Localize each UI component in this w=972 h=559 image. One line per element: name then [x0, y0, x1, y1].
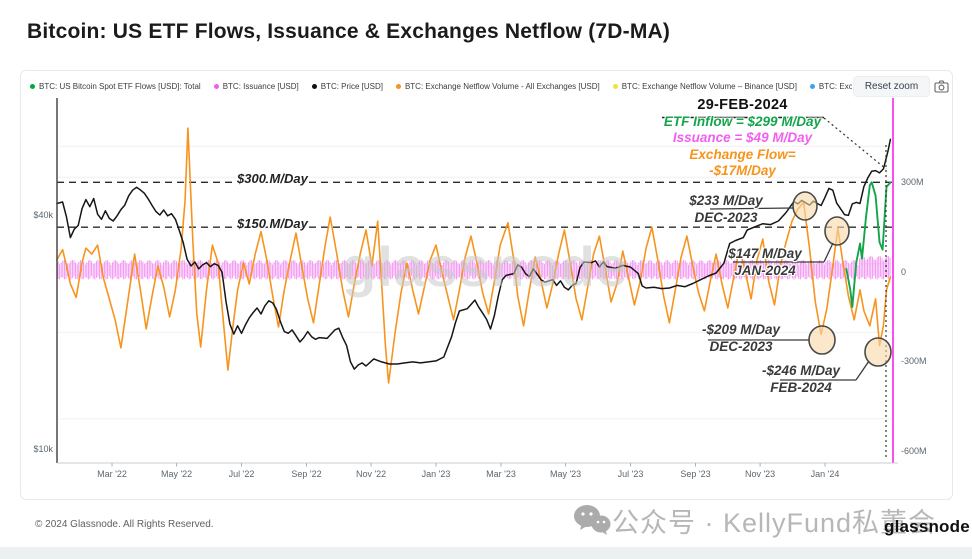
legend-item-netflow-all[interactable]: BTC: Exchange Netflow Volume - All Excha…	[395, 81, 600, 91]
x-axis-tick-label: May '23	[549, 469, 582, 479]
annotation-date: DEC-2023	[694, 209, 758, 225]
legend: BTC: US Bitcoin Spot ETF Flows [USD]: To…	[30, 79, 852, 93]
chart-card	[20, 70, 953, 500]
left-axis-tick-40k: $40k	[33, 209, 53, 220]
legend-label: BTC: Issuance [USD]	[222, 81, 299, 91]
annotation-neg209-dec-2023: -$209 M/Day DEC-2023	[676, 322, 806, 355]
reset-zoom-button[interactable]: Reset zoom	[853, 76, 930, 97]
legend-item-etf-flows[interactable]: BTC: US Bitcoin Spot ETF Flows [USD]: To…	[30, 82, 201, 91]
legend-dot-blue	[809, 83, 815, 89]
x-axis-tick-label: Jul '22	[228, 469, 255, 479]
annotation-neg246-feb-2024: -$246 M/Day FEB-2024	[736, 363, 866, 396]
x-axis-tick-label: Nov '23	[744, 469, 776, 479]
x-axis-tick-label: Jul '23	[617, 469, 644, 479]
annotation-value: $147 M/Day	[728, 246, 802, 261]
legend-label: BTC: US Bitcoin Spot ETF Flows [USD]: To…	[39, 81, 201, 91]
title-suffix: (7D-MA)	[588, 20, 671, 43]
x-axis-tick-label: Jan '24	[810, 469, 840, 479]
x-axis-tick-label: May '22	[160, 469, 193, 479]
ref-line-label-150: $150 M/Day	[237, 216, 308, 231]
annotation-233-dec-2023: $233 M/Day DEC-2023	[660, 193, 792, 226]
callout-issuance: Issuance = $49 M/Day	[672, 130, 813, 145]
x-axis-tick-label: Sep '23	[680, 469, 711, 479]
legend-label: BTC: Exchange Netflow Volume - All Excha…	[404, 81, 600, 91]
annotation-date: FEB-2024	[770, 379, 832, 395]
wechat-watermark-text: 公众号 · KellyFund私董会	[612, 508, 937, 538]
legend-dot-magenta	[213, 83, 219, 89]
x-axis-tick-label: Sep '22	[291, 469, 322, 479]
x-axis-tick-label: Mar '22	[97, 469, 127, 479]
ref-line-label-300: $300 M/Day	[237, 171, 308, 186]
x-axis-tick-label: Mar '23	[486, 469, 516, 479]
legend-item-netflow-binance[interactable]: BTC: Exchange Netflow Volume – Binance […	[612, 81, 797, 91]
legend-item-netflow-coinbase[interactable]: BTC: Exchange Netflow Volume – Coinbase …	[809, 81, 852, 91]
legend-item-issuance[interactable]: BTC: Issuance [USD]	[213, 81, 299, 91]
callout-exchange-flow: Exchange Flow= -$17M/Day	[689, 146, 796, 179]
right-axis-tick-0: 0	[901, 266, 907, 277]
title-main: Bitcoin: US ETF Flows, Issuance & Exchan…	[27, 20, 583, 43]
legend-dot-yellow	[612, 83, 618, 89]
legend-label: BTC: Exchange Netflow Volume – Coinbase …	[818, 81, 852, 91]
x-axis-labels: Mar '22 May '22 Jul '22 Sep '22 Nov '22 Jan '…	[0, 469, 972, 481]
callout-etf-inflow: ETF Inflow = $299 M/Day	[663, 113, 822, 129]
wechat-icon	[574, 505, 611, 535]
copyright-text: © 2024 Glassnode. All Rights Reserved.	[35, 519, 214, 530]
annotation-date: DEC-2023	[709, 338, 773, 354]
right-axis-tick-neg300m: -300M	[901, 356, 927, 367]
callout-29-feb-2024: 29-FEB-2024 ETF Inflow = $299 M/Day Issu…	[655, 97, 830, 180]
legend-label: BTC: Price [USD]	[320, 81, 383, 91]
annotation-value: -$246 M/Day	[761, 363, 841, 378]
legend-dot-green	[30, 83, 35, 89]
right-axis-tick-neg600m: -600M	[901, 445, 927, 456]
bottom-strip	[0, 547, 972, 559]
annotation-147-jan-2024: $147 M/Day JAN-2024	[700, 246, 830, 279]
legend-item-price[interactable]: BTC: Price [USD]	[311, 81, 383, 91]
left-axis-tick-10k: $10k	[33, 444, 53, 455]
glassnode-watermark: glassnode	[342, 235, 628, 298]
camera-icon[interactable]	[934, 80, 949, 93]
page-title: Bitcoin: US ETF Flows, Issuance & Exchan…	[27, 20, 670, 44]
legend-dot-black	[311, 83, 317, 89]
callout-date: 29-FEB-2024	[697, 97, 788, 113]
x-axis-tick-label: Jan '23	[421, 469, 451, 479]
annotation-value: $233 M/Day	[689, 193, 763, 208]
legend-dot-orange	[395, 83, 401, 89]
x-axis-tick-label: Nov '22	[355, 469, 387, 479]
legend-label: BTC: Exchange Netflow Volume – Binance […	[621, 81, 797, 91]
glassnode-logo: glassnode	[884, 517, 970, 536]
annotation-date: JAN-2024	[734, 262, 796, 278]
annotation-value: -$209 M/Day	[701, 322, 781, 337]
right-axis-tick-300m: 300M	[901, 176, 924, 187]
